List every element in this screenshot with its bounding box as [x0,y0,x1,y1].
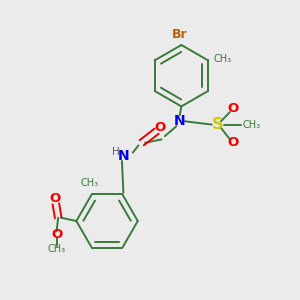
Text: Br: Br [172,28,188,41]
Text: CH₃: CH₃ [81,178,99,188]
Text: O: O [227,136,238,149]
Text: O: O [227,102,238,115]
Text: N: N [118,149,129,163]
Text: CH₃: CH₃ [47,244,66,254]
Text: O: O [51,228,62,241]
Text: H: H [112,147,120,157]
Text: O: O [154,122,166,134]
Text: CH₃: CH₃ [242,120,261,130]
Text: O: O [49,192,61,205]
Text: S: S [212,117,224,132]
Text: CH₃: CH₃ [214,54,232,64]
Text: N: N [174,114,185,128]
